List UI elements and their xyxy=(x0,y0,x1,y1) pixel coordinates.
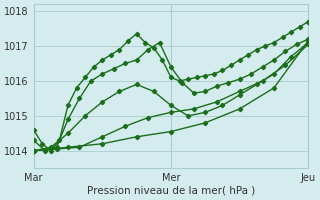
X-axis label: Pression niveau de la mer( hPa ): Pression niveau de la mer( hPa ) xyxy=(87,186,255,196)
